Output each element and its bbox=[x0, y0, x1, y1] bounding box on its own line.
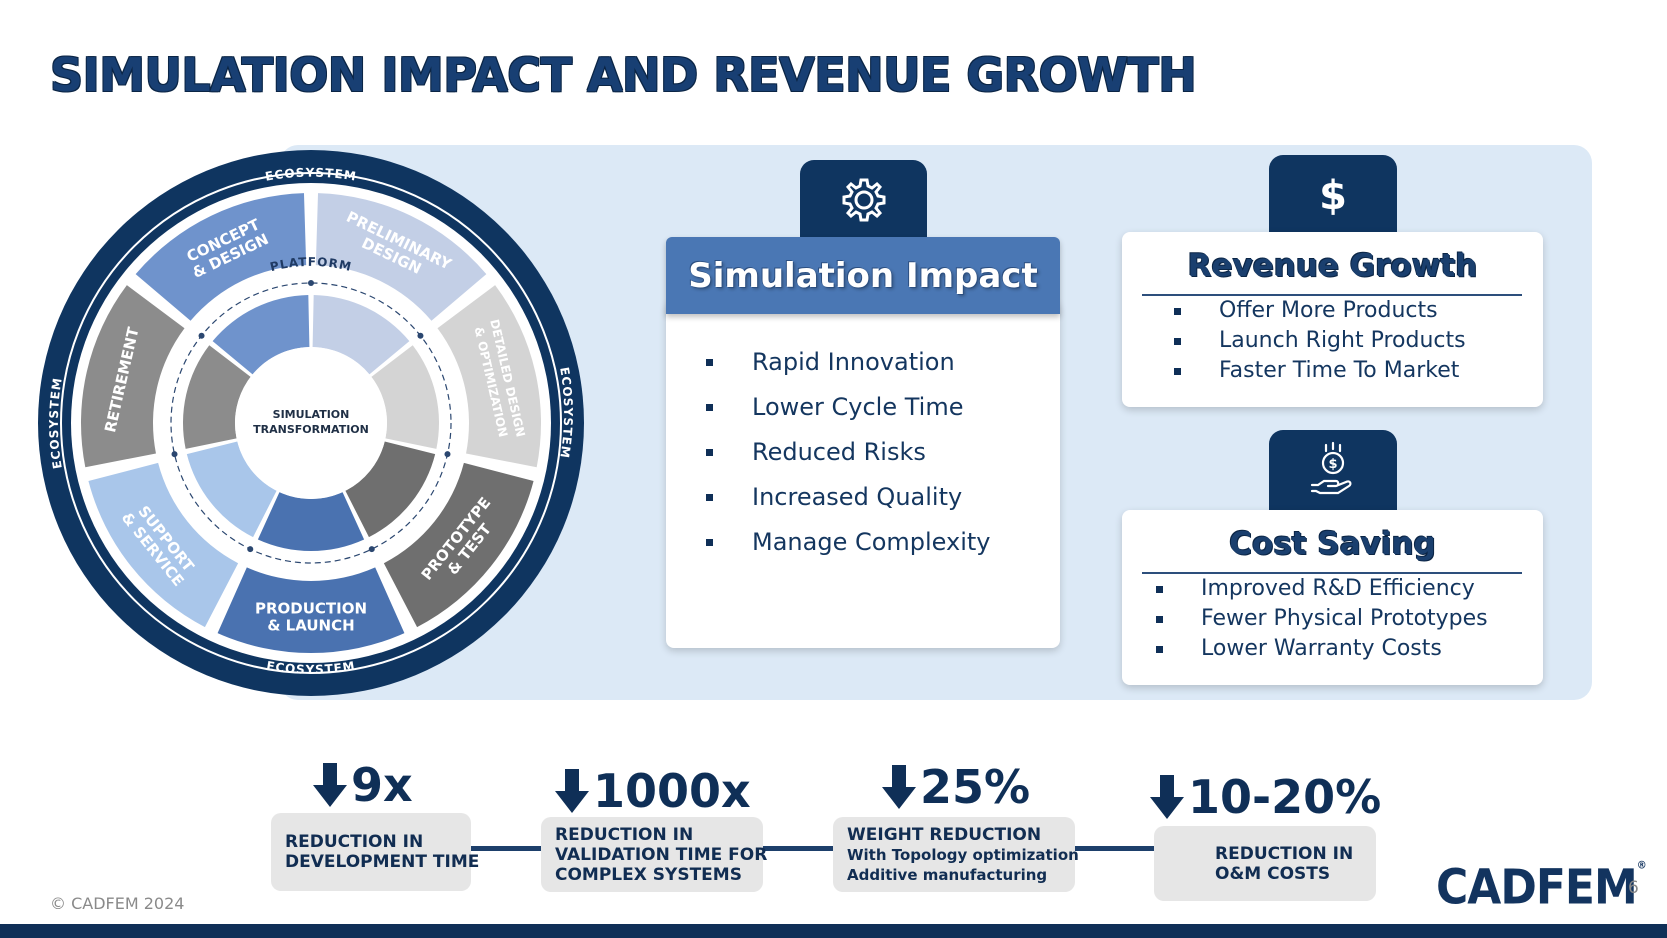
cost-saving-card: Cost Saving Improved R&D Efficiency Fewe… bbox=[1122, 510, 1543, 685]
list-item: Improved R&D Efficiency bbox=[1122, 574, 1543, 604]
stage-segment bbox=[135, 193, 307, 321]
footer-bar bbox=[0, 924, 1667, 938]
stat-value-2: 1000x bbox=[555, 764, 751, 818]
list-item: Reduced Risks bbox=[666, 430, 1060, 475]
center-label-line1: SIMULATION bbox=[273, 408, 350, 421]
list-item: Rapid Innovation bbox=[666, 340, 1060, 385]
ecosystem-label-left: ECOSYSTEM bbox=[47, 376, 64, 470]
stat-box-2: REDUCTION IN VALIDATION TIME FOR COMPLEX S… bbox=[541, 817, 767, 892]
list-item: Increased Quality bbox=[666, 475, 1060, 520]
svg-text:$: $ bbox=[1328, 457, 1337, 472]
svg-text:ECOSYSTEM: ECOSYSTEM bbox=[557, 366, 575, 460]
platform-segment bbox=[212, 295, 310, 375]
platform-segment bbox=[345, 441, 436, 538]
stat-value-4: 10-20% bbox=[1150, 770, 1381, 824]
simulation-impact-card: Rapid Innovation Lower Cycle Time Reduce… bbox=[666, 300, 1060, 648]
gear-icon bbox=[842, 178, 885, 222]
platform-segment bbox=[257, 492, 365, 551]
stage-segment bbox=[315, 193, 487, 321]
dollar-icon-tab: $ bbox=[1269, 155, 1397, 235]
ring-dot bbox=[198, 332, 205, 339]
simulation-impact-header: Simulation Impact bbox=[666, 237, 1060, 314]
ecosystem-label-top: ECOSYSTEM bbox=[264, 166, 357, 184]
list-item: Lower Warranty Costs bbox=[1122, 634, 1543, 664]
ring-dot bbox=[417, 332, 424, 339]
center-label-line2: TRANSFORMATION bbox=[253, 423, 369, 436]
cost-divider bbox=[1142, 572, 1522, 574]
ring-dot bbox=[247, 546, 254, 553]
down-arrow-icon bbox=[1150, 775, 1184, 819]
platform-segment bbox=[312, 295, 410, 375]
svg-text:ECOSYSTEM: ECOSYSTEM bbox=[264, 166, 358, 184]
stage-segment bbox=[437, 285, 541, 468]
stage-label-line: & LAUNCH bbox=[267, 617, 354, 635]
svg-text:ECOSYSTEM: ECOSYSTEM bbox=[47, 376, 65, 470]
lifecycle-wheel-diagram: ECOSYSTEM ECOSYSTEM ECOSYSTEM ECOSYSTEM … bbox=[38, 150, 584, 696]
stage-label-line: PRODUCTION bbox=[255, 600, 367, 618]
platform-segment bbox=[186, 441, 277, 538]
cadfem-logo: CADFEM® bbox=[1436, 859, 1647, 916]
stat-value-1: 9x bbox=[313, 758, 413, 812]
revenue-growth-title: Revenue Growth bbox=[1187, 248, 1478, 284]
simulation-impact-list: Rapid Innovation Lower Cycle Time Reduce… bbox=[666, 340, 1060, 565]
ring-dot bbox=[171, 451, 178, 458]
stage-segment bbox=[80, 285, 185, 468]
platform-label: PLATFORM bbox=[269, 255, 353, 274]
down-arrow-icon bbox=[882, 765, 916, 809]
hand-coin-icon-tab: $ bbox=[1269, 430, 1397, 510]
ecosystem-label-bottom: ECOSYSTEM bbox=[265, 659, 355, 677]
ecosystem-label-right: ECOSYSTEM bbox=[557, 366, 574, 460]
down-arrow-icon bbox=[555, 769, 589, 813]
cost-saving-list: Improved R&D Efficiency Fewer Physical P… bbox=[1122, 574, 1543, 664]
list-item: Offer More Products bbox=[1122, 296, 1543, 326]
stat-value-3: 25% bbox=[882, 760, 1030, 814]
stat-box-1: REDUCTION IN DEVELOPMENT TIME bbox=[271, 813, 479, 891]
simulation-impact-title: Simulation Impact bbox=[688, 255, 1038, 296]
gear-icon-tab bbox=[800, 160, 927, 240]
stage-segment bbox=[217, 567, 405, 653]
svg-text:ECOSYSTEM: ECOSYSTEM bbox=[265, 659, 356, 677]
revenue-divider bbox=[1142, 294, 1522, 296]
ecosystem-ring-line bbox=[60, 172, 562, 674]
svg-text:$: $ bbox=[1319, 173, 1347, 219]
list-item: Launch Right Products bbox=[1122, 326, 1543, 356]
page-title: SIMULATION IMPACT AND REVENUE GROWTH bbox=[50, 48, 1197, 102]
hand-coin-icon: $ bbox=[1310, 441, 1352, 495]
list-item: Manage Complexity bbox=[666, 520, 1060, 565]
revenue-growth-card: Revenue Growth Offer More Products Launc… bbox=[1122, 232, 1543, 407]
platform-segments bbox=[171, 280, 451, 553]
ring-dot bbox=[368, 546, 375, 553]
page-number: 6 bbox=[1628, 878, 1639, 898]
stage-segment bbox=[383, 462, 534, 628]
center-circle bbox=[235, 347, 387, 499]
platform-segment bbox=[371, 345, 439, 449]
cost-saving-title: Cost Saving bbox=[1229, 526, 1436, 562]
revenue-growth-list: Offer More Products Launch Right Product… bbox=[1122, 296, 1543, 386]
stat-box-3: WEIGHT REDUCTION With Topology optimizati… bbox=[833, 817, 1079, 892]
ring-dot bbox=[308, 280, 314, 286]
stage-segments bbox=[80, 193, 541, 653]
stage-label: PRODUCTION& LAUNCH bbox=[255, 600, 367, 635]
stage-segment bbox=[88, 462, 239, 628]
platform-dashed-ring bbox=[170, 282, 452, 564]
ring-dot bbox=[444, 451, 451, 458]
copyright-text: © CADFEM 2024 bbox=[50, 894, 185, 913]
list-item: Fewer Physical Prototypes bbox=[1122, 604, 1543, 634]
svg-text:PLATFORM: PLATFORM bbox=[269, 255, 354, 274]
platform-segment bbox=[183, 345, 251, 449]
stat-box-4: REDUCTION IN O&M COSTS bbox=[1154, 826, 1376, 901]
list-item: Faster Time To Market bbox=[1122, 356, 1543, 386]
down-arrow-icon bbox=[313, 763, 347, 807]
stats-connector-line bbox=[465, 846, 1165, 851]
dollar-icon: $ bbox=[1319, 173, 1347, 219]
list-item: Lower Cycle Time bbox=[666, 385, 1060, 430]
